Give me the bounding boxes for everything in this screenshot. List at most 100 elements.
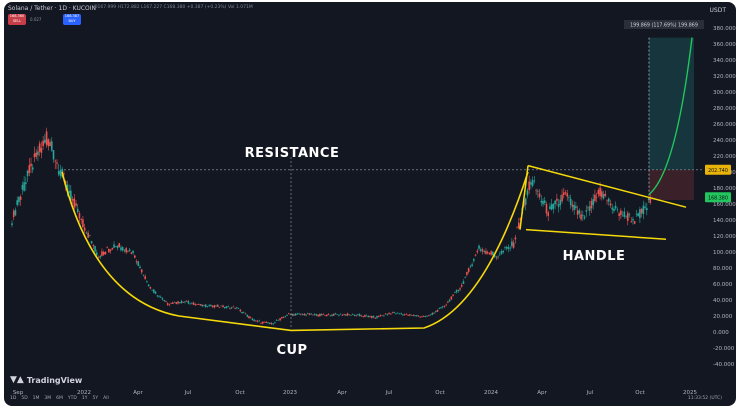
candle-body [360,315,363,317]
y-tick-label: 80.000 [713,266,733,272]
candle-body [533,180,536,182]
candle-body [557,204,560,208]
candle-body [564,192,567,194]
y-tick-label: 260.000 [713,122,736,128]
range-button-3m[interactable]: 3M [44,396,52,401]
range-button-5d[interactable]: 5D [21,396,28,401]
candle-body [431,313,434,315]
range-button-1m[interactable]: 1M [32,396,40,401]
candle-body [334,313,337,315]
candle-body [614,205,617,209]
candle-body [450,296,453,300]
candle-body [270,323,273,324]
candle-body [357,314,359,316]
candle-body [230,307,233,309]
candle-body [575,206,577,209]
candle-body [320,314,323,316]
candle-body [348,314,351,316]
candle-body [547,212,550,216]
candle-body [232,306,235,308]
candle-body [396,312,399,314]
range-button-1y[interactable]: 1Y [81,396,88,401]
candle-body [639,209,641,219]
candle-body [364,315,366,317]
candle-body [518,222,520,229]
candle-body [182,301,185,303]
candle-body [251,318,254,321]
candle-body [428,315,430,316]
candle-body [108,248,110,253]
candle-body [339,313,342,315]
candle-body [640,208,643,214]
y-tick-label: 360.000 [713,42,736,48]
range-button-ytd[interactable]: YTD [67,396,77,401]
candle-body [554,200,556,205]
candle-body [350,315,352,316]
buy-button[interactable]: 168.387 BUY [63,14,81,25]
candle-body [568,197,570,198]
candle-body [585,210,588,212]
x-tick-label: Oct [235,390,245,396]
candle-body [177,301,179,304]
range-button-6m[interactable]: 6M [56,396,63,401]
tradingview-logo[interactable]: ▼▲ TradingView [10,375,82,385]
candle-body [457,289,460,291]
candle-body [134,255,136,258]
candle-body [191,302,193,304]
x-tick-label: Jul [385,390,393,396]
candle-body [509,247,511,249]
candle-body [87,232,89,238]
price-badge-label: 202.740 [708,168,728,174]
candle-body [583,216,586,219]
candle-body [464,277,466,279]
candle-body [599,187,601,196]
candle-body [71,199,74,201]
candle-body [632,219,634,221]
candle-body [192,302,195,305]
candle-body [441,306,444,308]
handle-left-line [519,165,529,230]
x-tick-label: Oct [635,390,645,396]
x-tick-label: Oct [435,390,445,396]
y-tick-label: -40.000 [713,362,735,368]
price-chart[interactable]: -40.000 -20.000 0.000 20.000 40.000 60.000 80.… [4,2,736,406]
y-tick-label: 240.000 [713,138,736,144]
x-tick-label: 2025 [683,390,697,396]
candle-body [28,165,31,173]
candle-body [409,314,411,316]
candle-body [647,199,650,200]
candle-body [530,182,532,185]
range-button-1d[interactable]: 1D [10,396,17,401]
candle-body [445,304,447,306]
candle-body [374,318,377,319]
candle-body [483,251,486,253]
candle-body [26,170,29,177]
candle-body [479,249,482,251]
handle-lower-line [525,228,667,240]
y-tick-label: 140.000 [713,218,736,224]
candle-body [455,290,458,293]
candle-body [609,203,612,206]
candle-body [315,314,318,316]
candle-body [511,241,513,247]
candle-body [125,248,127,253]
candle-body [95,252,98,256]
candle-body [156,295,159,297]
candle-body [12,210,15,217]
range-button-all[interactable]: All [103,396,109,401]
candle-body [379,315,382,317]
buy-label: BUY [68,19,76,23]
candle-body [210,304,212,307]
sell-button[interactable]: 168.360 SELL [8,14,26,25]
candle-body [386,314,389,316]
chart-frame: -40.000 -20.000 0.000 20.000 40.000 60.000 80.… [4,2,736,406]
candle-body [490,251,492,255]
candle-body [540,200,543,203]
range-button-5y[interactable]: 5Y [92,396,99,401]
candle-body [502,251,505,253]
candle-body [462,281,465,284]
candle-body [165,301,167,302]
candle-body [324,315,326,316]
candle-body [184,301,186,303]
candle-body [163,300,166,301]
